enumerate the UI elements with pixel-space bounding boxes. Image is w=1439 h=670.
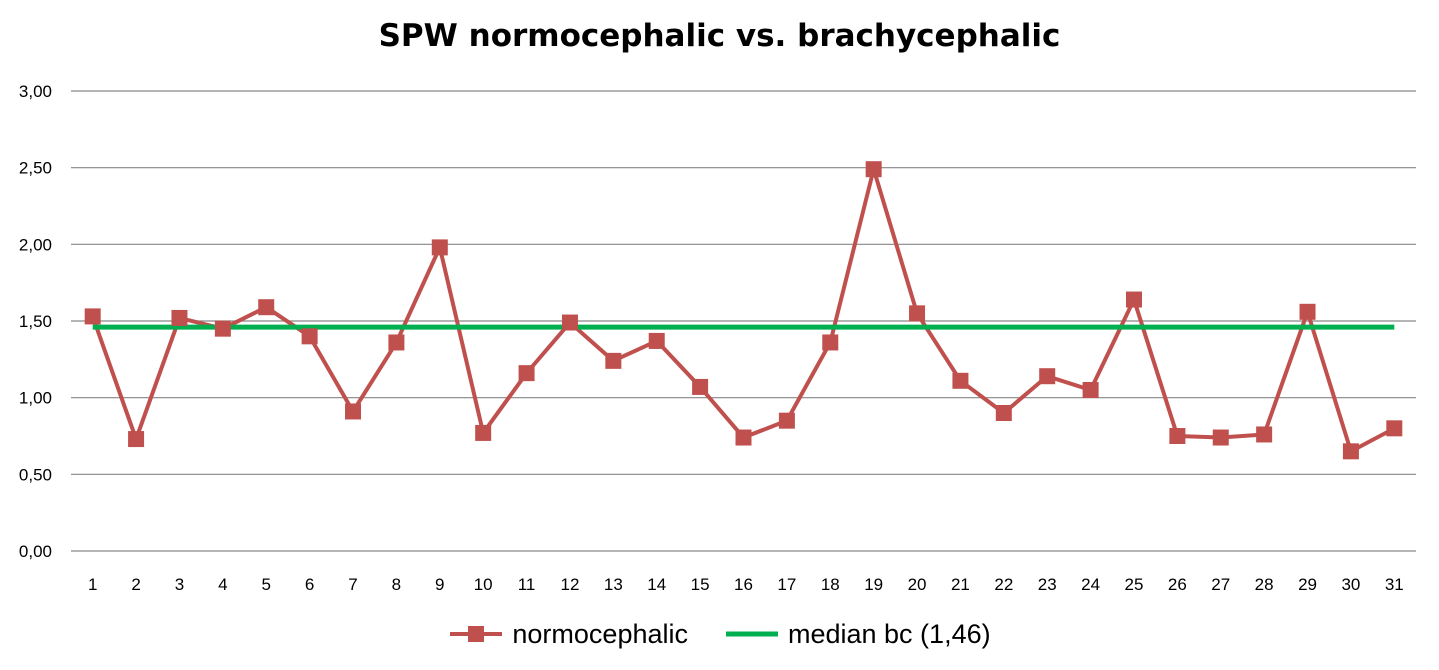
data-point-normocephalic bbox=[258, 299, 275, 316]
x-tick-label: 29 bbox=[1298, 575, 1317, 594]
x-tick-label: 1 bbox=[88, 575, 97, 594]
legend-label-normocephalic: normocephalic bbox=[512, 618, 688, 649]
series-layer bbox=[84, 161, 1403, 460]
data-point-normocephalic bbox=[84, 308, 101, 325]
y-tick-label: 1,00 bbox=[19, 389, 52, 408]
x-tick-label: 2 bbox=[131, 575, 140, 594]
line-chart: 0,000,501,001,502,002,503,00 1 2 3 4 5 6 7 8 9 10… bbox=[19, 82, 1416, 594]
x-tick-label: 11 bbox=[518, 575, 536, 594]
data-point-normocephalic bbox=[431, 239, 448, 256]
x-tick-label: 16 bbox=[734, 575, 753, 594]
y-tick-label: 2,50 bbox=[19, 159, 52, 178]
y-axis-ticks: 0,00 0,50 1,00 1,50 2,00 2,50 3,00 bbox=[19, 82, 52, 561]
x-tick-label: 30 bbox=[1341, 575, 1360, 594]
x-axis-ticks: 1 2 3 4 5 6 7 8 9 10 11 12 13 14 15 16 17 18 19 20 21 22 23 24 2… bbox=[88, 575, 1404, 594]
data-point-normocephalic bbox=[822, 334, 839, 351]
data-point-normocephalic bbox=[561, 314, 578, 331]
data-point-normocephalic bbox=[995, 405, 1012, 421]
x-tick-label: 4 bbox=[218, 575, 227, 594]
data-point-normocephalic bbox=[475, 424, 492, 441]
legend-item-normocephalic: normocephalic bbox=[448, 619, 688, 650]
legend-swatch-median bbox=[725, 631, 778, 637]
data-point-normocephalic bbox=[1125, 291, 1142, 308]
x-tick-label: 28 bbox=[1255, 575, 1274, 594]
data-point-normocephalic bbox=[735, 429, 752, 446]
x-tick-label: 23 bbox=[1038, 575, 1057, 594]
chart-title: SPW normocephalic vs. brachycephalic bbox=[378, 18, 1061, 54]
data-point-normocephalic bbox=[1342, 443, 1359, 460]
x-tick-label: 5 bbox=[262, 575, 271, 594]
x-tick-label: 7 bbox=[348, 575, 357, 594]
legend: normocephalic median bc (1,46) bbox=[0, 612, 1439, 656]
x-tick-label: 8 bbox=[392, 575, 401, 594]
data-point-normocephalic bbox=[865, 161, 882, 178]
x-tick-label: 14 bbox=[647, 575, 666, 594]
series-line-normocephalic bbox=[90, 167, 1396, 454]
data-point-normocephalic bbox=[605, 352, 622, 369]
data-point-normocephalic bbox=[128, 431, 145, 448]
x-tick-label: 31 bbox=[1385, 575, 1404, 594]
x-tick-label: 10 bbox=[474, 575, 493, 594]
y-tick-label: 2,00 bbox=[19, 235, 52, 254]
data-point-normocephalic bbox=[909, 305, 926, 322]
x-tick-label: 25 bbox=[1125, 575, 1144, 594]
x-tick-label: 13 bbox=[604, 575, 623, 594]
data-point-normocephalic bbox=[171, 309, 188, 326]
x-tick-label: 19 bbox=[864, 575, 883, 594]
x-tick-label: 17 bbox=[777, 575, 796, 594]
data-point-normocephalic bbox=[648, 332, 665, 349]
gridlines bbox=[71, 90, 1416, 552]
data-point-normocephalic bbox=[301, 328, 318, 345]
x-tick-label: 26 bbox=[1168, 575, 1187, 594]
x-tick-label: 22 bbox=[994, 575, 1013, 594]
data-point-normocephalic bbox=[1039, 368, 1056, 385]
data-point-normocephalic bbox=[1299, 303, 1316, 320]
data-point-normocephalic bbox=[692, 378, 709, 395]
data-point-normocephalic bbox=[952, 372, 969, 389]
data-point-normocephalic bbox=[1212, 429, 1229, 446]
legend-item-median: median bc (1,46) bbox=[724, 619, 991, 650]
y-tick-label: 3,00 bbox=[19, 82, 52, 101]
y-tick-label: 0,00 bbox=[19, 542, 52, 561]
x-tick-label: 21 bbox=[951, 575, 970, 594]
legend-label-median: median bc (1,46) bbox=[787, 618, 991, 649]
x-tick-label: 15 bbox=[691, 575, 710, 594]
y-tick-label: 1,50 bbox=[19, 312, 52, 331]
x-tick-label: 6 bbox=[305, 575, 314, 594]
data-point-normocephalic bbox=[1082, 382, 1099, 398]
data-point-normocephalic bbox=[388, 334, 405, 351]
legend-swatch-normocephalic bbox=[450, 626, 503, 642]
data-point-normocephalic bbox=[1169, 428, 1186, 444]
data-point-normocephalic bbox=[214, 320, 231, 337]
data-point-normocephalic bbox=[1386, 420, 1403, 437]
data-point-normocephalic bbox=[345, 403, 362, 420]
x-tick-label: 18 bbox=[821, 575, 840, 594]
data-point-normocephalic bbox=[778, 412, 795, 429]
y-tick-label: 0,50 bbox=[19, 465, 52, 484]
data-point-normocephalic bbox=[1256, 426, 1273, 443]
x-tick-label: 12 bbox=[560, 575, 579, 594]
x-tick-label: 9 bbox=[435, 575, 444, 594]
x-tick-label: 24 bbox=[1081, 575, 1100, 594]
x-tick-label: 20 bbox=[908, 575, 927, 594]
data-point-normocephalic bbox=[518, 365, 535, 382]
x-tick-label: 27 bbox=[1211, 575, 1230, 594]
x-tick-label: 3 bbox=[175, 575, 184, 594]
